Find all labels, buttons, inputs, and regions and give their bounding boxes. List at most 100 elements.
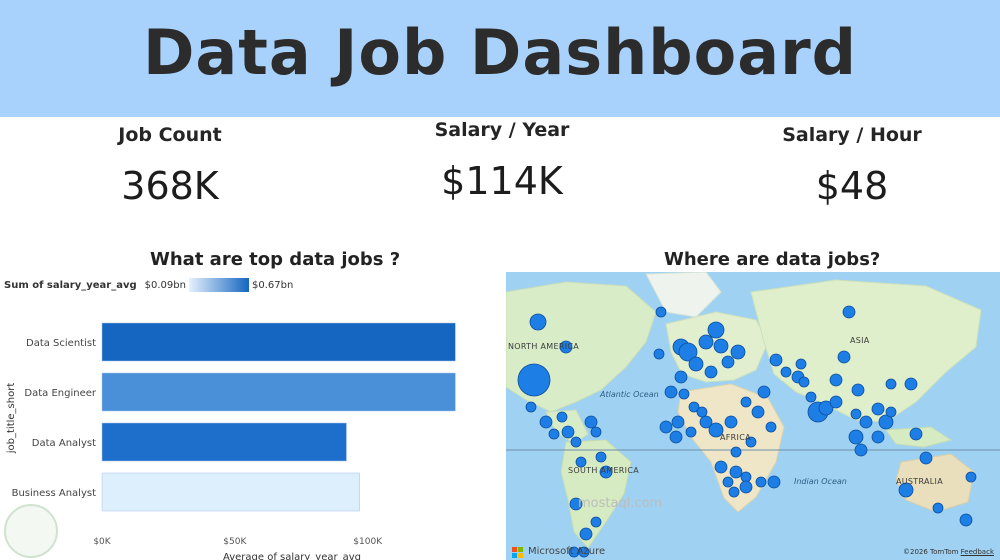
map-location-marker[interactable] (664, 385, 678, 399)
map-location-marker[interactable] (885, 406, 897, 418)
map-location-marker[interactable] (805, 391, 817, 403)
map-location-marker[interactable] (579, 527, 593, 541)
map-location-marker[interactable] (904, 377, 918, 391)
map-location-marker[interactable] (919, 451, 933, 465)
category-label: Data Engineer (24, 388, 96, 399)
map-location-marker[interactable] (696, 406, 708, 418)
map-location-marker[interactable] (885, 378, 897, 390)
map-location-marker[interactable] (674, 370, 688, 384)
land-greenland (645, 272, 722, 318)
map-location-marker[interactable] (859, 415, 873, 429)
map-location-marker[interactable] (780, 366, 792, 378)
map-location-marker[interactable] (707, 321, 725, 339)
map-location-marker[interactable] (559, 340, 573, 354)
map-title: Where are data jobs? (664, 249, 881, 270)
map-location-marker[interactable] (517, 363, 551, 397)
map-location-marker[interactable] (698, 334, 714, 350)
map-location-marker[interactable] (898, 482, 914, 498)
map-location-marker[interactable] (714, 460, 728, 474)
map-location-marker[interactable] (556, 411, 568, 423)
map-location-marker[interactable] (721, 355, 735, 369)
map-location-marker[interactable] (722, 476, 734, 488)
bar[interactable] (101, 322, 456, 362)
bar[interactable] (101, 472, 360, 512)
microsoft-logo-icon (512, 547, 523, 558)
header-banner: Data Job Dashboard (0, 0, 1000, 117)
map-location-marker[interactable] (655, 306, 667, 318)
dashboard-title: Data Job Dashboard (142, 16, 858, 89)
label-australia: AUSTRALIA (896, 477, 943, 486)
map-location-marker[interactable] (829, 373, 843, 387)
map-location-marker[interactable] (848, 429, 864, 445)
map-location-marker[interactable] (704, 365, 718, 379)
map-location-marker[interactable] (932, 502, 944, 514)
map-location-marker[interactable] (659, 420, 673, 434)
map-location-marker[interactable] (569, 497, 583, 511)
map-location-marker[interactable] (595, 451, 607, 463)
map-location-marker[interactable] (729, 465, 743, 479)
feedback-link[interactable]: Feedback (960, 548, 994, 556)
map-location-marker[interactable] (755, 476, 767, 488)
map-location-marker[interactable] (745, 436, 757, 448)
map-location-marker[interactable] (829, 395, 843, 409)
map-location-marker[interactable] (871, 402, 885, 416)
map-location-marker[interactable] (837, 350, 851, 364)
map-location-marker[interactable] (599, 465, 613, 479)
job-location-markers (517, 305, 977, 558)
category-label: Business Analyst (12, 488, 96, 499)
map-location-marker[interactable] (818, 400, 834, 416)
map-location-marker[interactable] (851, 383, 865, 397)
map-location-marker[interactable] (728, 486, 740, 498)
map-location-marker[interactable] (584, 415, 598, 429)
bar-chart-svg: Data Scientist Data Engineer Data Analyst B… (6, 322, 456, 560)
map-location-marker[interactable] (539, 415, 553, 429)
map-location-marker[interactable] (871, 430, 885, 444)
map-location-marker[interactable] (757, 385, 771, 399)
map-location-marker[interactable] (529, 313, 547, 331)
map-location-marker[interactable] (590, 426, 602, 438)
map-location-marker[interactable] (765, 421, 777, 433)
map-location-marker[interactable] (685, 426, 697, 438)
map-location-marker[interactable] (850, 408, 862, 420)
map-location-marker[interactable] (740, 396, 752, 408)
map-location-marker[interactable] (842, 305, 856, 319)
map-location-marker[interactable] (688, 356, 704, 372)
map-location-marker[interactable] (548, 428, 560, 440)
map-location-marker[interactable] (739, 480, 753, 494)
map-location-marker[interactable] (854, 443, 868, 457)
map-location-marker[interactable] (575, 456, 587, 468)
world-map[interactable]: NORTH AMERICA SOUTH AMERICA AFRICA ASIA … (506, 272, 1000, 560)
kpi-label: Salary / Hour (782, 124, 922, 146)
map-location-marker[interactable] (798, 376, 810, 388)
map-location-marker[interactable] (751, 405, 765, 419)
map-location-marker[interactable] (561, 425, 575, 439)
map-location-marker[interactable] (678, 388, 690, 400)
bar[interactable] (101, 372, 456, 412)
map-location-marker[interactable] (678, 342, 698, 362)
map-location-marker[interactable] (699, 415, 713, 429)
map-location-marker[interactable] (767, 475, 781, 489)
map-location-marker[interactable] (724, 415, 738, 429)
map-location-marker[interactable] (671, 415, 685, 429)
map-location-marker[interactable] (708, 422, 724, 438)
map-location-marker[interactable] (730, 344, 746, 360)
map-location-marker[interactable] (713, 338, 729, 354)
map-location-marker[interactable] (769, 353, 783, 367)
bar[interactable] (101, 422, 347, 462)
attribution-text: ©2026 TomTom (903, 548, 959, 556)
map-location-marker[interactable] (795, 358, 807, 370)
kpi-job-count: Job Count 368K (40, 124, 300, 208)
map-location-marker[interactable] (525, 401, 537, 413)
map-location-marker[interactable] (965, 471, 977, 483)
map-location-marker[interactable] (909, 427, 923, 441)
map-location-marker[interactable] (730, 446, 742, 458)
map-location-marker[interactable] (959, 513, 973, 527)
map-location-marker[interactable] (878, 414, 894, 430)
map-location-marker[interactable] (669, 430, 683, 444)
map-location-marker[interactable] (590, 516, 602, 528)
map-location-marker[interactable] (688, 401, 700, 413)
map-location-marker[interactable] (568, 546, 580, 558)
map-location-marker[interactable] (740, 471, 752, 483)
map-location-marker[interactable] (653, 348, 665, 360)
map-location-marker[interactable] (570, 436, 582, 448)
